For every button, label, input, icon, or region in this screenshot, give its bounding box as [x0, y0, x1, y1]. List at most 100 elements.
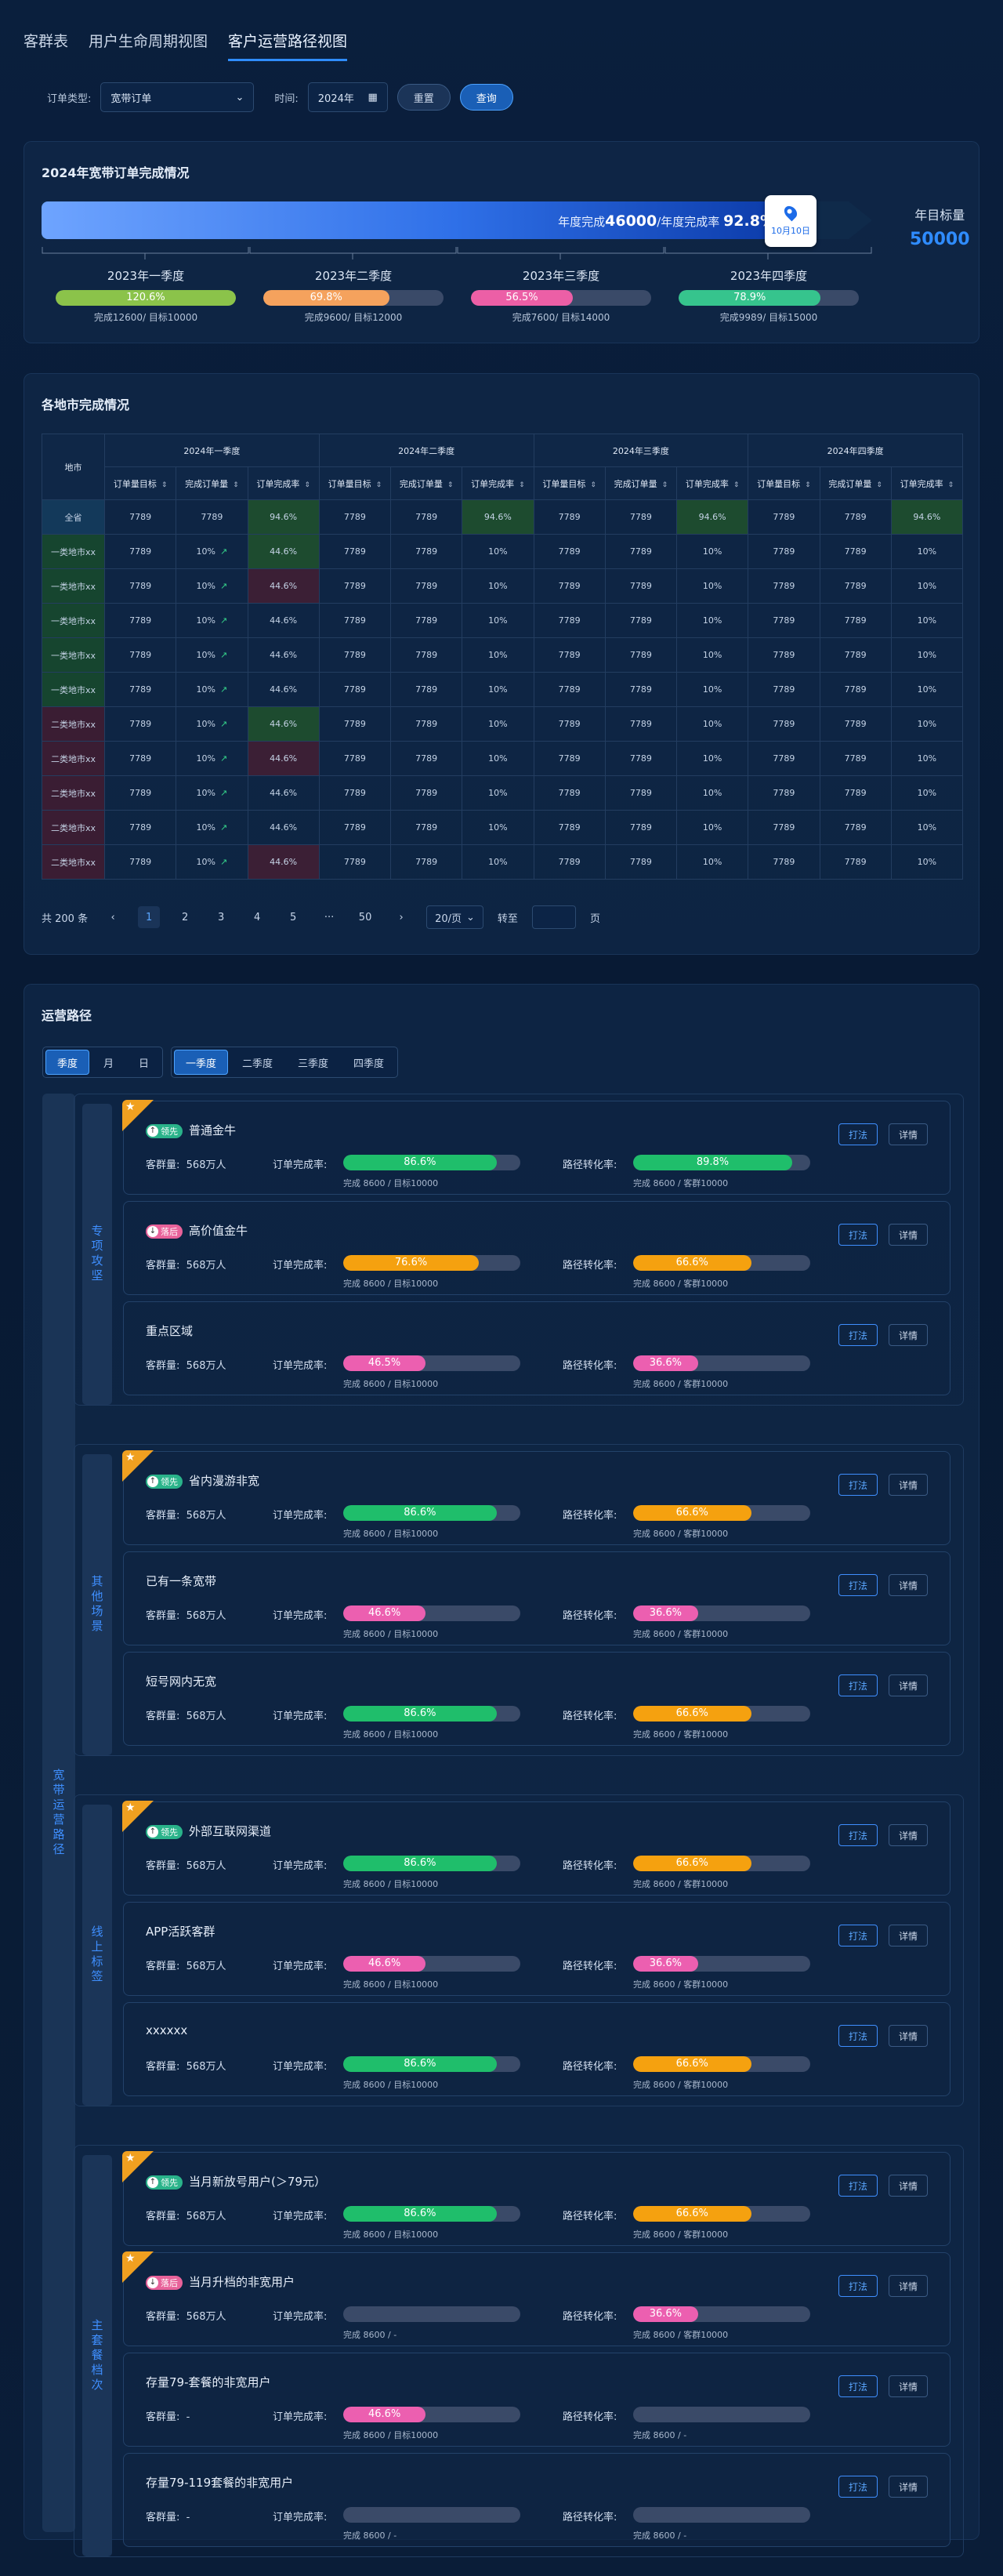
page-4[interactable]: 4 — [253, 911, 261, 923]
detail-button[interactable]: 详情 — [888, 1824, 928, 1846]
sort-icon[interactable]: ⇕ — [161, 481, 168, 489]
col-label: 完成订单量 — [399, 478, 443, 489]
col-target[interactable]: 订单量目标 ⇕ — [318, 466, 392, 500]
period-tab-month[interactable]: 月 — [103, 1058, 114, 1070]
order-type-value: 宽带订单 — [110, 93, 152, 105]
sort-icon[interactable]: ⇕ — [447, 481, 454, 489]
count-label: 客群量: — [146, 1860, 180, 1872]
table-cell: 10% — [462, 568, 534, 604]
page-1[interactable]: 1 — [138, 906, 161, 928]
sort-icon[interactable]: ⇕ — [304, 481, 310, 489]
strategy-button[interactable]: 打法 — [838, 1925, 878, 1947]
quarter-tab-q1[interactable]: 一季度 — [174, 1050, 229, 1075]
strategy-button[interactable]: 打法 — [838, 1824, 878, 1846]
query-button[interactable]: 查询 — [459, 84, 513, 111]
order-type-select[interactable]: 宽带订单 ⌄ — [100, 82, 255, 112]
table-cell: 7789 — [819, 844, 892, 880]
cell-value: 44.6% — [270, 788, 298, 798]
reset-button[interactable]: 重置 — [396, 84, 451, 111]
detail-button[interactable]: 详情 — [888, 1474, 928, 1496]
sort-icon[interactable]: ⇕ — [876, 481, 882, 489]
detail-button[interactable]: 详情 — [888, 1324, 928, 1346]
page-5[interactable]: 5 — [289, 911, 297, 923]
strategy-button[interactable]: 打法 — [838, 1224, 878, 1246]
col-done[interactable]: 完成订单量 ⇕ — [176, 466, 248, 500]
col-rate[interactable]: 订单完成率 ⇕ — [675, 466, 749, 500]
col-done[interactable]: 完成订单量 ⇕ — [819, 466, 892, 500]
cell-value: 7789 — [773, 615, 795, 626]
tab-operation-path-view[interactable]: 客户运营路径视图 — [228, 30, 348, 61]
sort-icon[interactable]: ⇕ — [661, 481, 668, 489]
sort-icon[interactable]: ⇕ — [805, 481, 811, 489]
sort-icon[interactable]: ⇕ — [519, 481, 525, 489]
page-50[interactable]: 50 — [358, 911, 372, 923]
sort-icon[interactable]: ⇕ — [375, 481, 382, 489]
cell-value: 7789 — [201, 512, 223, 522]
col-target[interactable]: 订单量目标 ⇕ — [533, 466, 606, 500]
detail-button[interactable]: 详情 — [888, 1123, 928, 1145]
cell-value: 7789 — [343, 650, 366, 660]
table-cell: 7789 — [748, 568, 820, 604]
quarter-tab-q3[interactable]: 三季度 — [298, 1058, 329, 1070]
detail-button[interactable]: 详情 — [888, 1574, 928, 1596]
badge-text: 落后 — [161, 2277, 178, 2288]
strategy-button[interactable]: 打法 — [838, 2375, 878, 2397]
detail-button[interactable]: 详情 — [888, 1925, 928, 1947]
strategy-button[interactable]: 打法 — [838, 1324, 878, 1346]
col-rate[interactable]: 订单完成率 ⇕ — [247, 466, 320, 500]
strategy-button[interactable]: 打法 — [838, 2025, 878, 2047]
detail-button[interactable]: 详情 — [888, 2025, 928, 2047]
page-ellipsis[interactable]: ··· — [324, 911, 335, 923]
detail-button[interactable]: 详情 — [888, 1674, 928, 1696]
strategy-button[interactable]: 打法 — [838, 1474, 878, 1496]
sort-icon[interactable]: ⇕ — [947, 481, 954, 489]
page-size-select[interactable]: 20/页 ⌄ — [426, 905, 483, 929]
path-item-title: 存量79-套餐的非宽用户 — [146, 2374, 271, 2390]
table-cell: 10% ↗ — [176, 568, 248, 604]
cell-value: 7789 — [773, 788, 795, 798]
col-done[interactable]: 完成订单量 ⇕ — [389, 466, 463, 500]
path-rate-sub: 完成 8600 / 客群10000 — [633, 1729, 729, 1740]
cell-value: 10% — [917, 822, 937, 833]
col-target[interactable]: 订单量目标 ⇕ — [103, 466, 177, 500]
prev-page-button[interactable]: ‹ — [110, 911, 115, 923]
page-3[interactable]: 3 — [217, 911, 225, 923]
period-tab-quarter[interactable]: 季度 — [45, 1050, 90, 1075]
detail-button[interactable]: 详情 — [888, 2175, 928, 2197]
period-tab-day[interactable]: 日 — [139, 1058, 150, 1070]
table-cell: 7789 — [819, 534, 892, 569]
quarter-tab-q4[interactable]: 四季度 — [353, 1058, 385, 1070]
sort-icon[interactable]: ⇕ — [590, 481, 596, 489]
col-rate[interactable]: 订单完成率 ⇕ — [890, 466, 964, 500]
next-page-button[interactable]: › — [399, 911, 404, 923]
order-rate-sub: 完成 8600 / 目标10000 — [343, 2230, 439, 2240]
sort-icon[interactable]: ⇕ — [733, 481, 740, 489]
detail-button[interactable]: 详情 — [888, 1224, 928, 1246]
table-cell: 7789 — [389, 603, 463, 638]
time-picker[interactable]: 2024年 ▦ — [307, 82, 388, 112]
col-target[interactable]: 订单量目标 ⇕ — [748, 466, 820, 500]
cell-value: 7789 — [415, 684, 438, 695]
page-2[interactable]: 2 — [181, 911, 189, 923]
strategy-button[interactable]: 打法 — [838, 1574, 878, 1596]
sort-icon[interactable]: ⇕ — [233, 481, 239, 489]
strategy-button[interactable]: 打法 — [838, 1123, 878, 1145]
tab-lifecycle-view[interactable]: 用户生命周期视图 — [89, 33, 208, 50]
detail-button[interactable]: 详情 — [888, 2375, 928, 2397]
detail-button[interactable]: 详情 — [888, 2275, 928, 2297]
strategy-button[interactable]: 打法 — [838, 1674, 878, 1696]
cell-value: 7789 — [129, 581, 152, 591]
path-group: 线上标签 ★ ↑ 领先 外部互联网渠道 客群量: 568万人 订单完成率: 86.6% 完成 8… — [74, 1794, 964, 2106]
strategy-button[interactable]: 打法 — [838, 2175, 878, 2197]
order-rate-fill: 46.5% — [343, 1355, 426, 1371]
tab-customer-table[interactable]: 客群表 — [24, 33, 69, 50]
cell-value: 7789 — [129, 857, 152, 867]
col-rate[interactable]: 订单完成率 ⇕ — [462, 466, 534, 500]
col-label: 完成订单量 — [185, 478, 229, 489]
strategy-button[interactable]: 打法 — [838, 2476, 878, 2498]
jump-input[interactable] — [531, 905, 576, 929]
quarter-tab-q2[interactable]: 二季度 — [242, 1058, 273, 1070]
strategy-button[interactable]: 打法 — [838, 2275, 878, 2297]
col-done[interactable]: 完成订单量 ⇕ — [604, 466, 678, 500]
detail-button[interactable]: 详情 — [888, 2476, 928, 2498]
